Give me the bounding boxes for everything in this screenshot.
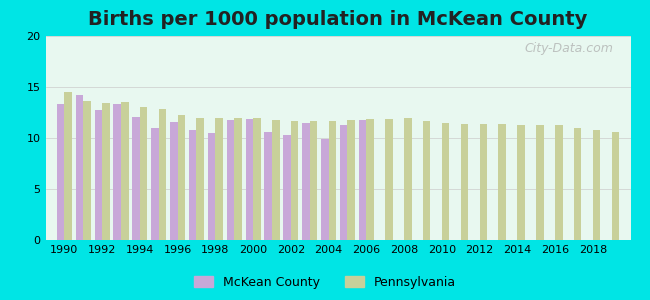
Bar <box>442 123 449 240</box>
Bar <box>177 115 185 240</box>
Bar <box>121 102 129 240</box>
Bar <box>208 133 215 240</box>
Bar <box>57 104 64 240</box>
Bar <box>170 122 177 240</box>
Bar <box>348 120 355 240</box>
Bar <box>423 121 430 240</box>
Bar <box>499 124 506 240</box>
Bar <box>234 118 242 240</box>
Bar <box>253 118 261 240</box>
Bar <box>75 95 83 240</box>
Bar <box>246 118 253 240</box>
Bar <box>367 118 374 240</box>
Legend: McKean County, Pennsylvania: McKean County, Pennsylvania <box>189 271 461 294</box>
Bar <box>328 121 336 240</box>
Bar <box>321 139 328 240</box>
Bar <box>83 101 91 240</box>
Bar <box>340 125 348 240</box>
Bar <box>359 120 367 240</box>
Bar <box>536 125 543 240</box>
Bar <box>272 120 280 240</box>
Bar <box>140 107 148 240</box>
Bar <box>480 124 487 240</box>
Bar <box>189 130 196 240</box>
Bar <box>159 110 166 240</box>
Bar <box>291 121 298 240</box>
Bar <box>102 103 110 240</box>
Bar <box>309 121 317 240</box>
Bar <box>196 118 204 240</box>
Bar <box>555 125 562 240</box>
Bar <box>517 125 525 240</box>
Bar <box>265 132 272 240</box>
Bar <box>283 135 291 240</box>
Bar <box>612 132 619 240</box>
Bar <box>593 130 601 240</box>
Title: Births per 1000 population in McKean County: Births per 1000 population in McKean Cou… <box>88 10 588 29</box>
Text: City-Data.com: City-Data.com <box>524 42 613 55</box>
Bar <box>64 92 72 240</box>
Bar <box>404 118 411 240</box>
Bar <box>574 128 582 240</box>
Bar <box>151 128 159 240</box>
Bar <box>302 123 309 240</box>
Bar <box>114 104 121 240</box>
Bar <box>461 124 468 240</box>
Bar <box>385 118 393 240</box>
Bar <box>94 110 102 240</box>
Bar <box>227 120 234 240</box>
Bar <box>215 118 223 240</box>
Bar <box>133 117 140 240</box>
